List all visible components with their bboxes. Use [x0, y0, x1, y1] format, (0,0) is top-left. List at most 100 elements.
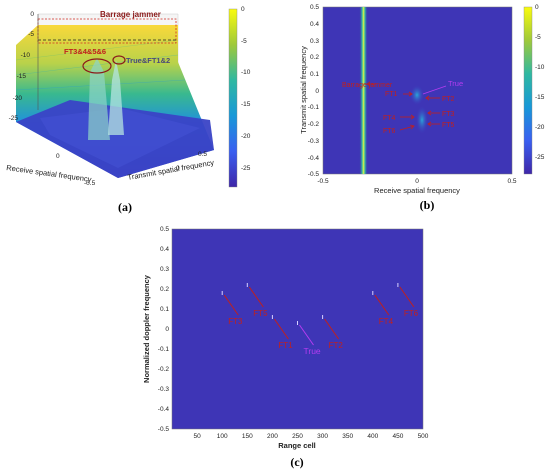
x-axis-label: Receive spatial frequency	[374, 186, 460, 195]
y-tick-label: 0	[176, 165, 180, 172]
z-tick-label: -20	[13, 95, 23, 102]
colorbar-tick-label: -5	[241, 38, 247, 45]
colorbar-tick-label: -15	[241, 101, 251, 108]
panel-label: (c)	[290, 455, 303, 469]
point-arrow	[223, 294, 239, 316]
x-tick-label: 250	[292, 433, 303, 440]
y-tick-label: -0.1	[308, 104, 320, 111]
point-arrow	[399, 286, 415, 308]
y-tick-label: 0.5	[160, 226, 169, 233]
y-tick-label: -0.3	[158, 386, 170, 393]
point-label: FT1	[278, 341, 293, 350]
point-arrow	[273, 318, 289, 340]
colorbar	[228, 8, 238, 188]
ft3456-label: FT3&4&5&6	[64, 47, 106, 56]
ft6-label: FT6	[383, 128, 396, 135]
y-tick-label: 0.5	[198, 151, 207, 158]
y-tick-label: -0.3	[308, 138, 320, 145]
x-tick-label: 0	[56, 153, 60, 160]
y-tick-label: 0.4	[310, 21, 319, 28]
true-ft12-label: True&FT1&2	[126, 56, 170, 65]
y-tick-label: -0.1	[158, 346, 170, 353]
colorbar-tick-label: -20	[241, 133, 251, 140]
colorbar	[523, 6, 533, 175]
ft3456-ellipse	[82, 58, 112, 74]
ft4-label: FT4	[383, 115, 396, 122]
z-tick-label: -10	[21, 52, 31, 59]
true-label: True	[448, 79, 463, 88]
barrage-jammer-label: Barrage jammer	[100, 10, 161, 19]
x-tick-label: 100	[217, 433, 228, 440]
point-label: FT3	[228, 317, 243, 326]
x-tick-label: 450	[392, 433, 403, 440]
x-tick-label: 150	[242, 433, 253, 440]
point-label: True	[304, 346, 321, 356]
plot-border	[171, 228, 424, 430]
colorbar-tick-label: -20	[535, 124, 545, 131]
x-tick-label: 0	[415, 178, 419, 185]
y-axis-label: Transmit spatial frequency	[299, 46, 308, 134]
ft1-label: FT1	[385, 91, 398, 98]
y-tick-label: -0.5	[158, 426, 170, 433]
x-tick-label: -0.5	[84, 180, 96, 187]
barrage-jammer-label: Barrage jammer	[342, 82, 393, 89]
x-axis-label: Range cell	[278, 441, 316, 450]
colorbar-tick-label: -5	[535, 34, 541, 41]
heatmap-border	[322, 6, 513, 175]
z-tick-label: -25	[9, 115, 19, 122]
annotation-arrows	[366, 81, 440, 131]
panel-a-surface-plot: 0 -5 -10 -15 -20 -25 Barrage jammer FT3&…	[6, 6, 251, 214]
x-axis-label: Receive spatial frequency	[6, 163, 93, 184]
z-tick-label: -15	[17, 73, 27, 80]
barrage-jammer-line	[359, 7, 368, 174]
point-arrow	[324, 318, 340, 340]
y-axis-label: Normalized doppler frequency	[142, 274, 151, 383]
point-arrow	[299, 324, 314, 346]
surface-floor-texture	[40, 108, 200, 168]
x-tick-label: -0.5	[317, 178, 329, 185]
z-tick-label: 0	[30, 11, 34, 18]
surface-peak-ft	[88, 58, 110, 140]
colorbar-tick-label: -15	[535, 94, 545, 101]
panel-c-scatter: 0.5 0.4 0.3 0.2 0.1 0 -0.1 -0.2 -0.3 -0.4 -0.5 50 1…	[142, 226, 429, 469]
x-tick-label: 500	[418, 433, 429, 440]
point-label: FT2	[329, 341, 344, 350]
y-tick-label: 0.5	[310, 4, 319, 11]
point-arrow	[374, 294, 390, 316]
colorbar-tick-label: -10	[535, 64, 545, 71]
plot-background	[172, 229, 423, 429]
colorbar-tick-label: -10	[241, 69, 251, 76]
y-tick-label: -0.5	[308, 171, 320, 178]
y-tick-label: 0.3	[310, 38, 319, 45]
point-label: FT5	[253, 309, 268, 318]
colorbar-tick-label: 0	[535, 4, 539, 11]
y-tick-label: -0.2	[308, 121, 320, 128]
panel-label: (a)	[118, 200, 132, 214]
y-tick-label: -0.4	[158, 406, 170, 413]
y-tick-label: -0.2	[158, 366, 170, 373]
y-tick-label: 0.3	[160, 266, 169, 273]
x-tick-label: 50	[193, 433, 201, 440]
y-tick-label: 0	[315, 88, 319, 95]
true-arrow	[422, 85, 447, 95]
x-tick-label: 200	[267, 433, 278, 440]
x-tick-label: 300	[317, 433, 328, 440]
ft3-label: FT3	[442, 111, 455, 118]
z-tick-label: -5	[28, 31, 34, 38]
surface-peak-true	[108, 60, 124, 135]
colorbar-tick-label: 0	[241, 6, 245, 13]
ft2-label: FT2	[442, 96, 455, 103]
y-tick-label: 0.1	[310, 71, 319, 78]
y-tick-label: -0.4	[308, 155, 320, 162]
point-label: FT4	[379, 317, 394, 326]
target-blob	[410, 85, 424, 105]
x-tick-label: 0.5	[507, 178, 516, 185]
panel-label: (b)	[420, 198, 435, 212]
y-tick-label: 0.2	[160, 286, 169, 293]
y-tick-label: 0	[165, 326, 169, 333]
y-tick-label: 0.1	[160, 306, 169, 313]
point-arrow	[248, 286, 264, 308]
target-blob	[416, 106, 428, 134]
colorbar-tick-label: -25	[241, 165, 251, 172]
